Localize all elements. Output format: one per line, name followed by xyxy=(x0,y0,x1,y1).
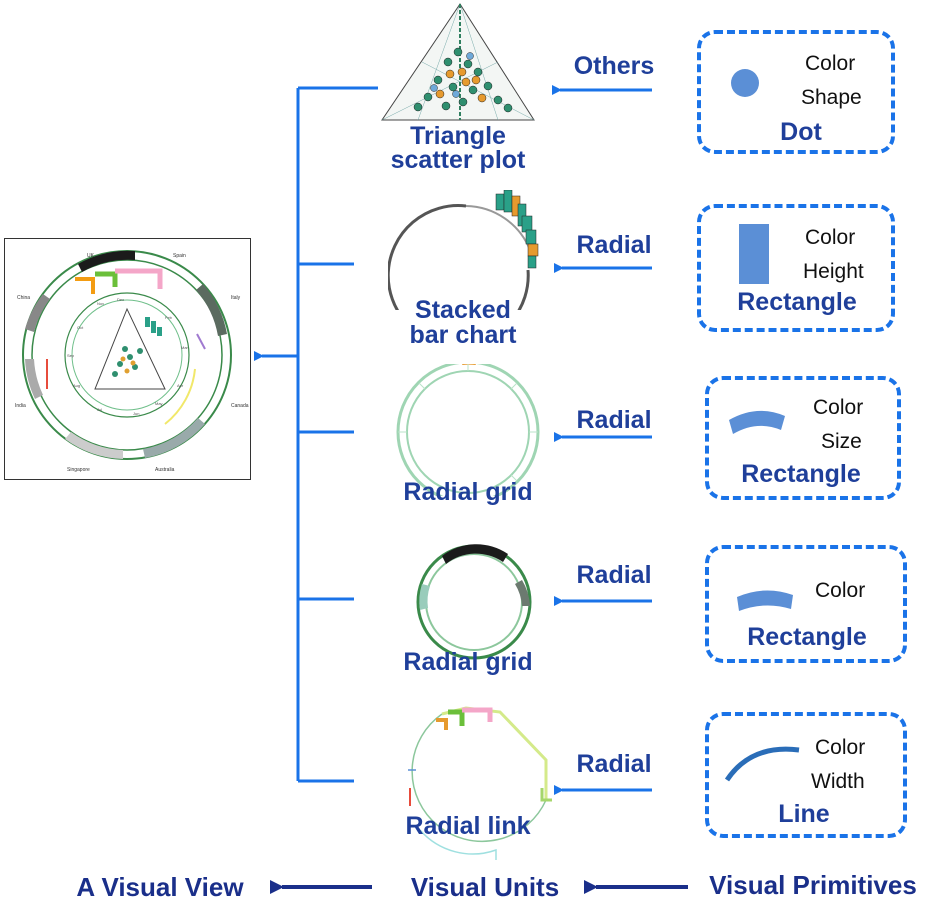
mini-month-label: Oct xyxy=(77,325,84,330)
arrow-label-radial-3: Radial xyxy=(576,561,652,589)
composite-radial-view: UK Spain China Italy India Canada Singap… xyxy=(15,250,249,473)
unit-label-line1: Triangle xyxy=(410,122,506,150)
mini-month-label: Sep xyxy=(67,353,75,358)
mini-month-label: Apr xyxy=(177,383,184,388)
arrow-label-others: Others xyxy=(573,52,655,80)
mini-label-india: India xyxy=(15,403,26,409)
unit-label-radial-link: Radial link xyxy=(405,812,531,840)
radial-grid-graphic xyxy=(396,364,540,496)
primitive-box-rectangle-height: Color Height Rectangle xyxy=(697,204,895,332)
dot-icon xyxy=(731,69,759,97)
mini-month-label: May xyxy=(155,401,163,406)
arc-rectangle-icon xyxy=(729,410,785,434)
primitive-box-line: Color Width Line xyxy=(705,712,907,838)
mini-month-label: Jul xyxy=(97,407,102,412)
mini-month-label: Mar xyxy=(181,345,189,350)
mini-month-label: Jun xyxy=(133,411,139,416)
attr-size: Size xyxy=(821,430,862,453)
primitive-box-rectangle-color: Color Rectangle xyxy=(705,545,907,663)
unit-label-line2: bar chart xyxy=(409,321,517,349)
attr-color: Color xyxy=(805,52,856,75)
attr-color: Color xyxy=(815,736,866,759)
primitive-label-line: Line xyxy=(778,800,830,828)
curved-line-icon xyxy=(724,746,800,782)
footer-visual-primitives: Visual Primitives xyxy=(709,870,917,900)
arrow-label-radial-2: Radial xyxy=(576,406,652,434)
unit-label-radial-grid-2: Radial grid xyxy=(403,648,533,676)
visual-view-thumbnail: UK Spain China Italy India Canada Singap… xyxy=(4,238,251,480)
unit-label-stacked-bar: Stacked bar chart xyxy=(378,298,548,348)
rectangle-icon xyxy=(739,224,769,284)
attr-color: Color xyxy=(815,579,866,602)
footer-visual-units: Visual Units xyxy=(410,872,560,902)
primitive-box-dot: Color Shape Dot xyxy=(697,30,895,154)
attr-width: Width xyxy=(811,770,865,793)
mini-month-label: Feb xyxy=(165,315,173,320)
radial-link-graphic xyxy=(408,706,552,860)
triangle-scatter-plot-graphic xyxy=(381,3,535,121)
attr-shape: Shape xyxy=(801,86,862,109)
mini-label-italy: Italy xyxy=(231,295,241,301)
primitive-label-dot: Dot xyxy=(780,118,822,146)
mini-label-australia: Australia xyxy=(155,467,175,473)
arrow-label-radial-4: Radial xyxy=(576,750,652,778)
arrow-label-radial-1: Radial xyxy=(576,231,652,259)
unit-label-radial-grid-1: Radial grid xyxy=(403,478,533,506)
attr-color: Color xyxy=(813,396,864,419)
mini-label-canada: Canada xyxy=(231,403,249,409)
mini-label-uk: UK xyxy=(87,253,95,259)
unit-label-line1: Stacked xyxy=(415,296,511,324)
footer-visual-view: A Visual View xyxy=(76,872,244,902)
unit-label-triangle-scatter: Triangle scatter plot xyxy=(368,122,548,174)
unit-label-line2: scatter plot xyxy=(390,146,526,174)
stacked-bar-chart-graphic xyxy=(388,190,539,310)
mini-month-label: Nov xyxy=(97,301,104,306)
primitive-label-rectangle: Rectangle xyxy=(747,623,867,651)
radial-grid-small-graphic xyxy=(416,544,532,660)
attr-height: Height xyxy=(803,260,864,283)
attr-color: Color xyxy=(805,226,856,249)
mini-month-label: Aug xyxy=(73,383,80,388)
primitive-label-rectangle: Rectangle xyxy=(741,460,861,488)
mini-label-singapore: Singapore xyxy=(67,467,90,473)
arc-rectangle-icon xyxy=(737,590,793,611)
mini-month-label: Dec xyxy=(117,297,124,302)
primitive-box-rectangle-size: Color Size Rectangle xyxy=(705,376,901,500)
mini-label-spain: Spain xyxy=(173,253,186,259)
mini-label-china: China xyxy=(17,295,30,301)
primitive-label-rectangle: Rectangle xyxy=(737,288,857,316)
